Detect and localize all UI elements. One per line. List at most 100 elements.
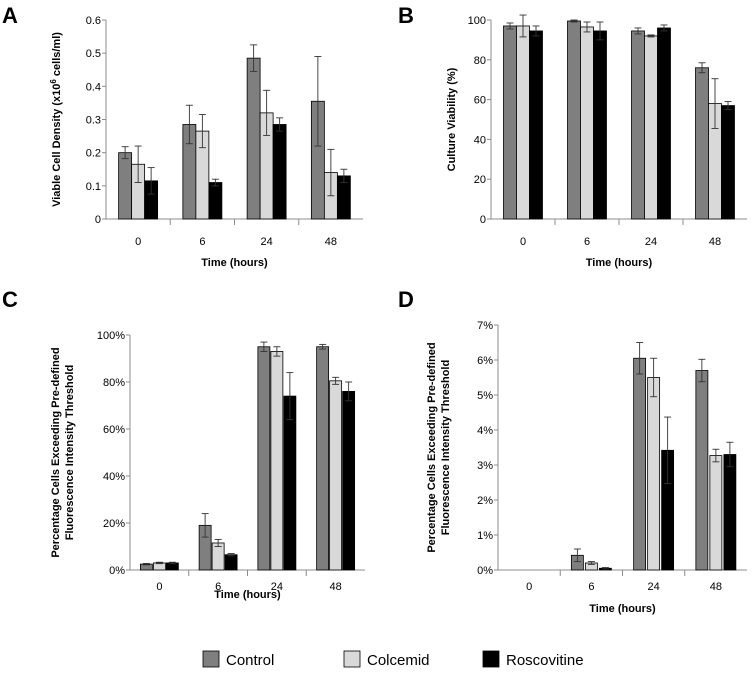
bar-control <box>695 67 709 220</box>
y-axis-title-line1: Percentage Cells Exceeding Pre-defined <box>50 347 62 557</box>
x-axis-title: Time (hours) <box>589 603 656 615</box>
y-tick-label: 1% <box>477 530 493 542</box>
y-tick-label: 0.4 <box>86 81 101 93</box>
chart-panel-d: D 0% 1% 2% 3% 4% 5% 6% 7% 0 6 24 48 Time (hours) Perce… <box>398 287 747 615</box>
bar-colcemid <box>644 35 658 220</box>
legend-item-roscovitine: Roscovitine <box>482 650 584 669</box>
bar-control <box>246 57 261 220</box>
bar-roscovitine <box>283 395 297 571</box>
x-tick-label: 48 <box>325 236 337 248</box>
bar-roscovitine <box>342 390 356 571</box>
y-tick-label: 0% <box>109 565 125 577</box>
y-axis-title: Viable Cell Density (x106 cells/ml) <box>49 32 63 207</box>
x-tick-label: 6 <box>584 236 590 248</box>
bar-roscovitine <box>593 30 607 220</box>
x-tick-label: 0 <box>526 581 532 593</box>
x-tick-label: 48 <box>330 581 342 593</box>
bar-colcemid <box>211 542 225 571</box>
y-tick-label: 100 <box>468 15 486 27</box>
legend-swatch <box>202 650 220 668</box>
bar-colcemid <box>329 380 343 571</box>
y-tick-label: 0.6 <box>86 15 101 27</box>
bar-colcemid <box>647 377 661 571</box>
y-tick-label: 3% <box>477 460 493 472</box>
x-tick-label: 24 <box>261 236 273 248</box>
y-tick-label: 0.1 <box>86 181 101 193</box>
x-tick-label: 48 <box>710 581 722 593</box>
bar-roscovitine <box>529 30 543 220</box>
chart-panel-b: B 0 20 40 60 80 100 0 6 24 48 Time (hours) Culture V… <box>398 3 747 269</box>
bar-roscovitine <box>272 124 287 220</box>
chart-panel-a: A 0 0.1 0.2 0.3 0.4 0.5 0.6 0 6 24 48 Time (hours) Vi… <box>2 3 363 269</box>
y-tick-label: 40 <box>474 134 486 146</box>
y-tick-label: 5% <box>477 390 493 402</box>
bar-control <box>695 370 709 571</box>
bar-roscovitine <box>657 27 671 220</box>
y-tick-label: 40% <box>103 471 125 483</box>
y-axis-title-superscript: 6 <box>49 79 58 84</box>
y-axis-title-line2: Fluorescence Intensity Threshold <box>64 365 76 540</box>
x-tick-label: 6 <box>215 581 221 593</box>
y-tick-label: 2% <box>477 495 493 507</box>
legend: Control Colcemid Roscovitine <box>202 650 584 669</box>
x-tick-label: 48 <box>709 236 721 248</box>
x-tick-label: 0 <box>156 581 162 593</box>
y-tick-label: 0 <box>95 214 101 226</box>
bar-colcemid <box>270 351 284 571</box>
y-tick-label: 0.5 <box>86 48 101 60</box>
panel-letter: C <box>2 287 18 312</box>
y-tick-label: 60 <box>474 95 486 107</box>
y-axis-title-tail: cells/ml) <box>51 32 63 79</box>
legend-item-control: Control <box>202 650 274 669</box>
chart-panel-c: C 0% 20% 40% 60% 80% 100% 0 6 24 48 Time (hours) Per… <box>2 287 365 601</box>
y-tick-label: 80 <box>474 55 486 67</box>
bar-control <box>631 30 645 220</box>
y-tick-label: 20% <box>103 518 125 530</box>
legend-swatch <box>343 650 361 668</box>
legend-label: Control <box>226 652 274 669</box>
legend-item-colcemid: Colcemid <box>343 650 430 669</box>
y-axis-title-line2: Fluorescence Intensity Threshold <box>440 360 452 535</box>
bar-colcemid <box>709 455 723 571</box>
bar-colcemid <box>580 26 594 220</box>
panel-letter: D <box>398 287 414 312</box>
y-tick-label: 6% <box>477 355 493 367</box>
bar-roscovitine <box>723 454 737 571</box>
x-tick-label: 6 <box>199 236 205 248</box>
y-tick-label: 100% <box>97 330 125 342</box>
y-tick-label: 0% <box>477 565 493 577</box>
bar-control <box>567 20 581 220</box>
bar-control <box>633 357 647 571</box>
y-axis-title-main: Culture Viability (%) <box>446 67 458 171</box>
x-tick-label: 24 <box>271 581 283 593</box>
panel-letter: A <box>2 3 18 28</box>
bar-colcemid <box>516 25 530 220</box>
x-axis-title: Time (hours) <box>586 257 653 269</box>
legend-label: Roscovitine <box>506 652 584 669</box>
x-tick-label: 6 <box>588 581 594 593</box>
x-tick-label: 24 <box>645 236 657 248</box>
y-tick-label: 0.2 <box>86 148 101 160</box>
x-tick-label: 0 <box>520 236 526 248</box>
x-axis-title: Time (hours) <box>214 589 281 601</box>
bar-roscovitine <box>208 182 223 220</box>
bar-control <box>503 25 517 220</box>
y-axis-title-line1: Percentage Cells Exceeding Pre-defined <box>426 342 438 552</box>
bar-control <box>257 346 271 571</box>
y-axis-title-main: Viable Cell Density (x10 <box>51 84 63 207</box>
y-tick-label: 4% <box>477 425 493 437</box>
y-tick-label: 7% <box>477 320 493 332</box>
bar-roscovitine <box>721 105 735 220</box>
y-axis-title: Culture Viability (%) <box>446 67 458 171</box>
bar-roscovitine <box>224 554 238 571</box>
y-tick-label: 20 <box>474 174 486 186</box>
y-tick-label: 80% <box>103 377 125 389</box>
x-axis-title: Time (hours) <box>201 257 268 269</box>
bar-control <box>316 346 330 571</box>
x-tick-label: 24 <box>648 581 660 593</box>
y-tick-label: 0 <box>480 214 486 226</box>
legend-label: Colcemid <box>367 652 430 669</box>
bar-control <box>118 152 133 220</box>
y-tick-label: 60% <box>103 424 125 436</box>
